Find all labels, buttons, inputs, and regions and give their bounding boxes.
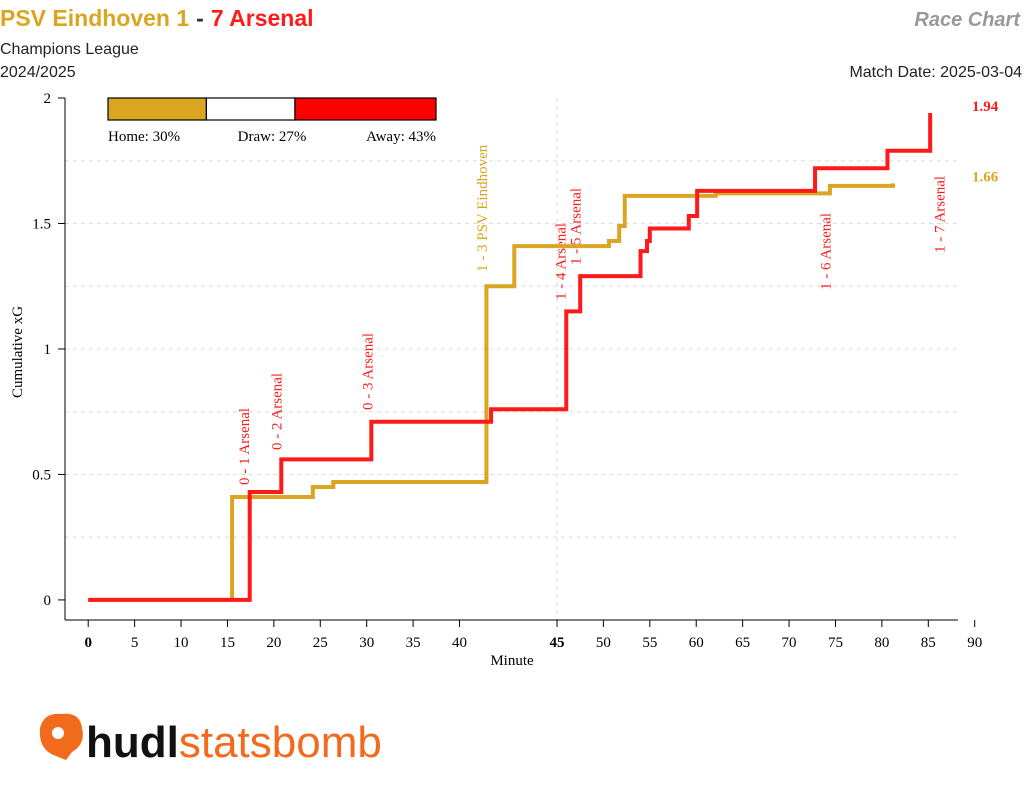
goal-annotation: 0 - 2 Arsenal [270,373,286,450]
y-axis-label: Cumulative xG [10,306,26,398]
x-tick-label: 30 [359,635,374,651]
probability-label: Draw: 27% [238,129,307,145]
title-sep: - [196,5,204,31]
y-tick-label: 1 [44,342,52,358]
y-tick-label: 2 [44,91,52,107]
y-tick-label: 0.5 [32,467,51,483]
goal-annotation: 0 - 1 Arsenal [237,408,253,485]
probability-label: Away: 43% [366,129,436,145]
probability-label: Home: 30% [108,129,180,145]
goal-annotation: 1 - 4 Arsenal [554,223,570,300]
x-tick-label: 65 [735,635,750,651]
x-tick-label: 75 [828,635,843,651]
logo-part2: statsbomb [179,718,382,767]
goal-annotation: 1 - 6 Arsenal [818,213,834,290]
goal-annotation: 0 - 3 Arsenal [361,333,377,410]
season: 2024/2025 [0,64,76,81]
x-tick-label: 40 [452,635,467,651]
x-tick-label: 70 [782,635,797,651]
x-tick-label: 35 [406,635,421,651]
title-home: PSV Eindhoven 1 [0,5,189,31]
series-line [556,183,896,249]
x-tick-label: 20 [266,635,281,651]
logo-part1: hudl [86,718,179,767]
logo: hudlstatsbomb [39,713,382,767]
series-line [556,113,933,412]
x-tick-label: 0 [84,635,92,651]
end-label: 1.66 [972,169,999,185]
probability-bar [294,97,437,121]
goal-annotation: 1 - 7 Arsenal [932,176,948,253]
logo-text: hudlstatsbomb [86,718,382,767]
x-tick-label: 5 [131,635,139,651]
probability-bar [205,97,296,121]
match-date: Match Date: 2025-03-04 [849,64,1022,81]
x-tick-label: 90 [967,635,982,651]
chart-label: Race Chart [914,9,1021,31]
goal-annotation: 1 - 5 Arsenal [569,188,585,265]
end-label: 1.94 [972,99,999,115]
y-tick-label: 0 [44,593,52,609]
series-line [88,244,557,602]
y-tick-label: 1.5 [32,216,51,232]
probability-bar [107,97,208,121]
x-tick-label: 50 [596,635,611,651]
series-line [88,407,557,602]
title-away: 7 Arsenal [211,5,314,31]
x-tick-label: 55 [642,635,657,651]
chart-title: PSV Eindhoven 1-7 Arsenal [0,5,314,31]
x-tick-label: 60 [689,635,704,651]
competition: Champions League [0,41,139,58]
x-tick-label: 15 [220,635,235,651]
x-tick-label: 85 [921,635,936,651]
x-axis-label: Minute [490,653,534,669]
x-tick-label: 45 [549,635,564,651]
x-tick-label: 10 [174,635,189,651]
x-tick-label: 25 [313,635,328,651]
logo-icon-eye [52,727,64,739]
x-tick-label: 80 [874,635,889,651]
goal-annotation: 1 - 3 PSV Eindhoven [475,144,491,272]
